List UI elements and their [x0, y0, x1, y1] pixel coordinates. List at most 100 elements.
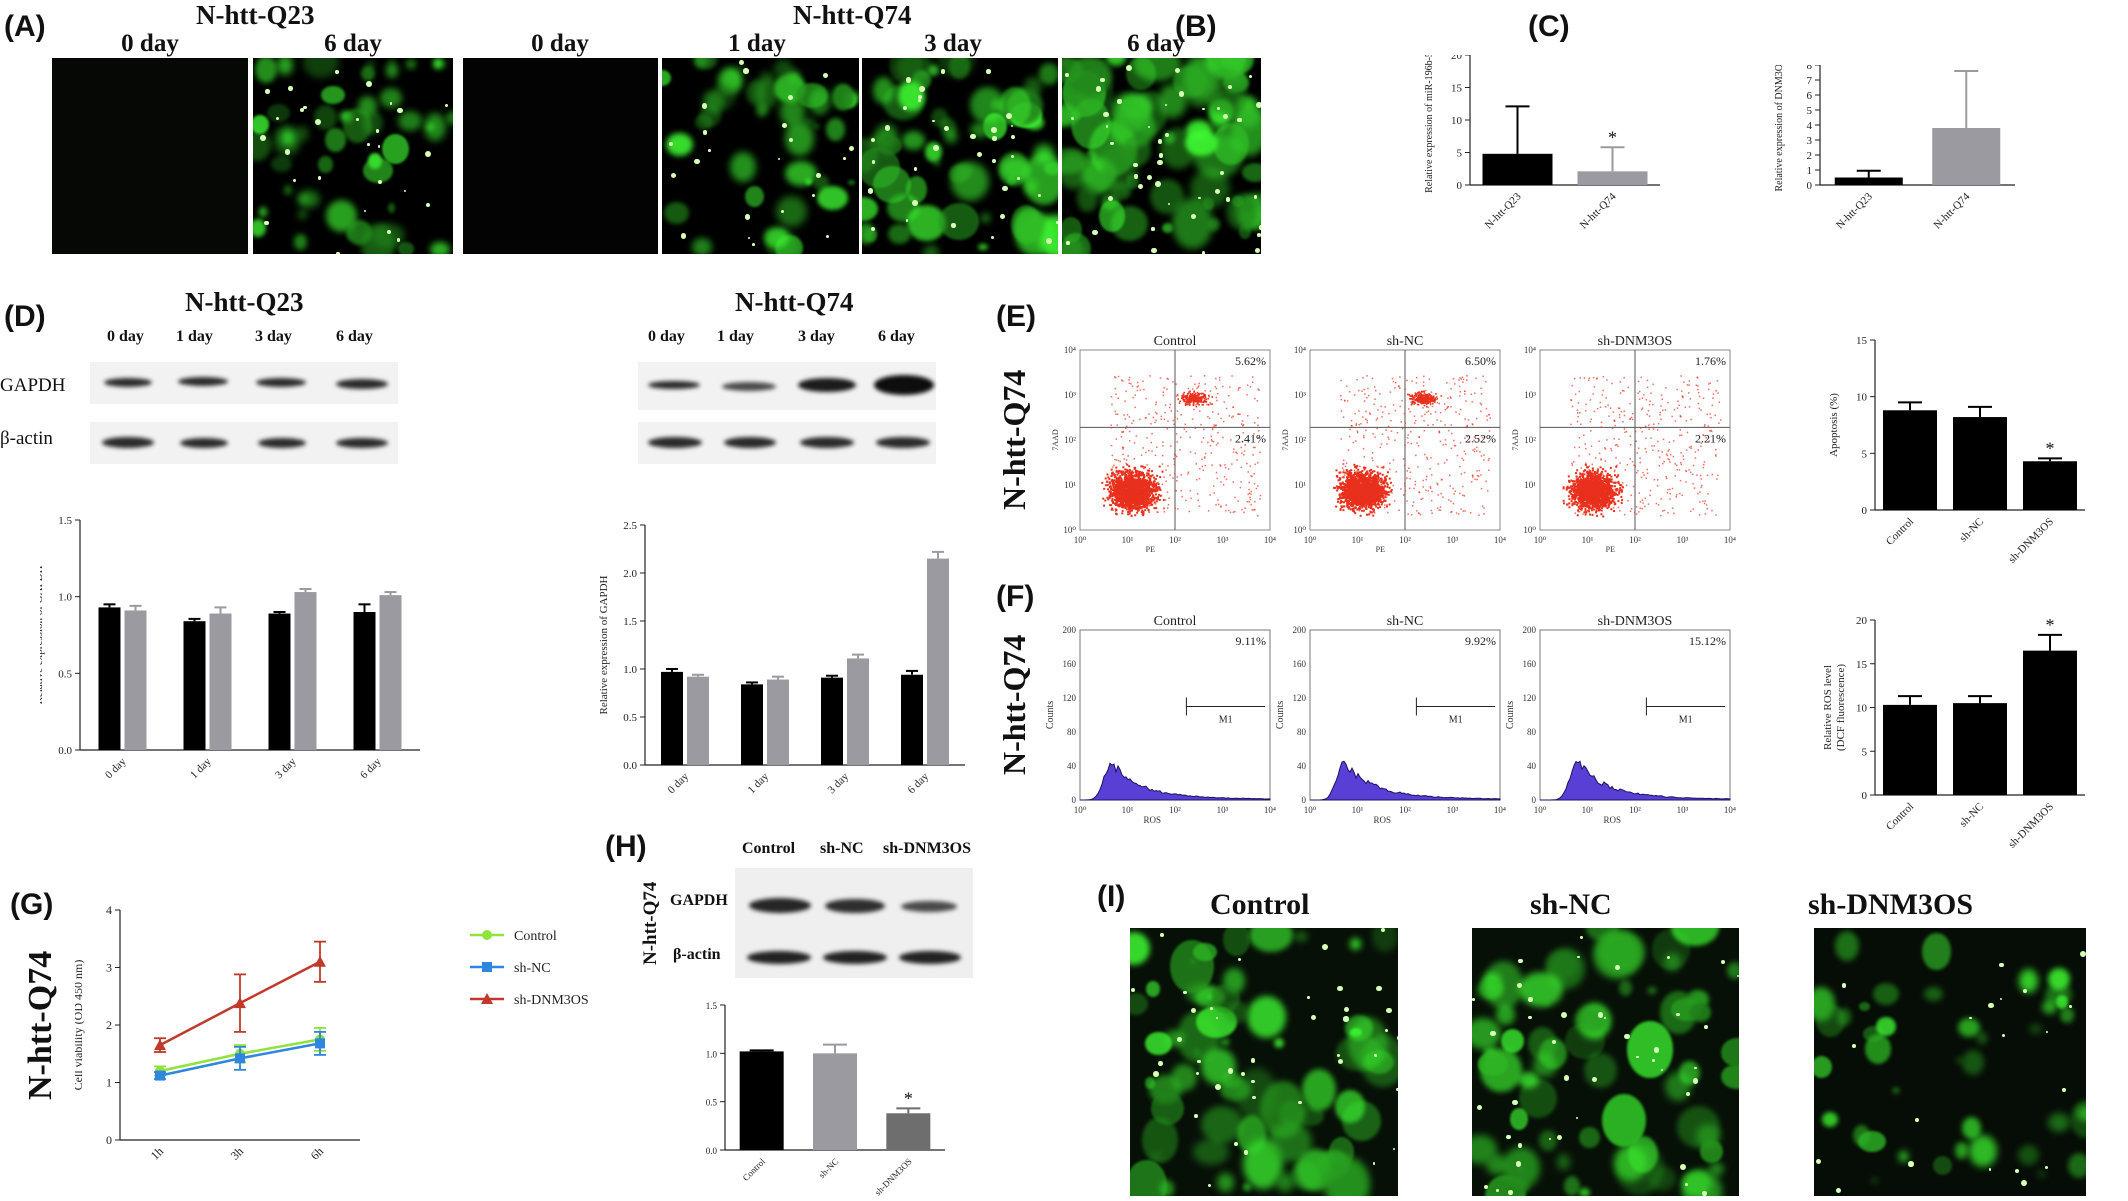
- event-dot: [1110, 468, 1113, 471]
- event-dot: [1132, 487, 1135, 490]
- event-dot: [1368, 492, 1371, 495]
- panel-label-e: (E): [996, 300, 1036, 333]
- event-dot: [1335, 469, 1338, 472]
- event-dot: [1385, 429, 1387, 431]
- event-dot: [1348, 435, 1351, 438]
- event-dot: [1476, 474, 1479, 477]
- event-dot: [1259, 494, 1262, 497]
- event-dot: [1122, 473, 1125, 476]
- event-dot: [1130, 383, 1132, 385]
- event-dot: [1440, 420, 1442, 422]
- event-dot: [1121, 496, 1124, 499]
- panel-label-d: (D): [4, 300, 46, 333]
- event-dot: [1130, 514, 1133, 517]
- event-dot: [1488, 413, 1490, 416]
- cell-blob: [887, 224, 911, 244]
- event-dot: [1115, 485, 1118, 488]
- event-dot: [1427, 406, 1430, 409]
- event-dot: [1142, 498, 1145, 501]
- event-dot: [1131, 478, 1134, 481]
- event-dot: [1211, 403, 1213, 405]
- event-dot: [1399, 376, 1401, 378]
- event-dot: [1126, 500, 1128, 502]
- event-dot: [1370, 491, 1373, 494]
- event-dot: [1246, 384, 1249, 386]
- event-dot: [1450, 447, 1453, 450]
- event-dot: [1415, 454, 1417, 457]
- event-dot: [1147, 490, 1150, 493]
- event-dot: [1107, 498, 1110, 501]
- bright-dot: [1002, 185, 1009, 192]
- event-dot: [1199, 396, 1202, 398]
- event-dot: [1349, 428, 1351, 431]
- bright-dot: [1133, 174, 1139, 180]
- event-dot: [1392, 484, 1395, 487]
- x-tick-label: N-htt-Q74: [1578, 190, 1619, 231]
- event-dot: [1217, 431, 1219, 434]
- event-dot: [1116, 487, 1119, 490]
- event-dot: [1196, 394, 1198, 397]
- event-dot: [1255, 487, 1258, 490]
- event-dot: [1132, 495, 1135, 498]
- event-dot: [1120, 486, 1123, 489]
- event-dot: [1142, 488, 1145, 491]
- event-dot: [1365, 489, 1368, 492]
- bright-dot: [788, 137, 793, 142]
- event-dot: [1125, 484, 1128, 487]
- bright-dot: [367, 143, 371, 146]
- event-dot: [1187, 473, 1189, 475]
- event-dot: [1123, 478, 1126, 481]
- y-tick-label: 2: [1807, 150, 1813, 162]
- event-dot: [1147, 481, 1150, 484]
- event-dot: [1192, 397, 1195, 400]
- event-dot: [1366, 514, 1369, 516]
- event-dot: [1361, 486, 1364, 489]
- event-dot: [1113, 499, 1116, 502]
- event-dot: [1119, 492, 1122, 495]
- event-dot: [1193, 408, 1195, 411]
- x-tick-label: N-htt-Q23: [1834, 190, 1875, 231]
- event-dot: [1204, 464, 1207, 467]
- event-dot: [1108, 477, 1111, 480]
- bright-dot: [1017, 177, 1021, 181]
- bright-dot: [377, 145, 381, 148]
- event-dot: [1406, 437, 1409, 439]
- event-dot: [1339, 486, 1342, 489]
- event-dot: [1110, 395, 1113, 398]
- event-dot: [1380, 466, 1383, 469]
- cell-blob: [763, 227, 790, 248]
- event-dot: [1217, 499, 1219, 501]
- event-dot: [1153, 485, 1156, 488]
- event-dot: [1346, 472, 1349, 475]
- event-dot: [1339, 484, 1342, 487]
- event-dot: [1385, 482, 1388, 485]
- event-dot: [1462, 459, 1465, 461]
- event-dot: [1124, 400, 1126, 402]
- cell-blob: [1100, 167, 1116, 183]
- event-dot: [1152, 416, 1155, 419]
- event-dot: [1148, 449, 1150, 452]
- event-dot: [1470, 481, 1473, 483]
- event-dot: [1165, 480, 1167, 483]
- cell-blob: [426, 124, 435, 130]
- event-dot: [1117, 375, 1120, 378]
- event-dot: [1144, 501, 1147, 504]
- event-dot: [1390, 430, 1393, 432]
- event-dot: [1436, 419, 1438, 421]
- event-dot: [1193, 399, 1195, 401]
- event-dot: [1427, 490, 1430, 492]
- event-dot: [1142, 503, 1145, 506]
- event-dot: [1204, 390, 1206, 392]
- event-dot: [1239, 486, 1242, 489]
- event-dot: [1151, 432, 1153, 435]
- bright-dot: [1256, 101, 1261, 108]
- event-dot: [1107, 476, 1110, 479]
- event-dot: [1358, 478, 1361, 481]
- event-dot: [1117, 480, 1120, 482]
- event-dot: [1368, 495, 1371, 498]
- event-dot: [1425, 403, 1428, 406]
- event-dot: [1381, 494, 1384, 497]
- event-dot: [1252, 454, 1254, 456]
- event-dot: [1360, 473, 1363, 476]
- event-dot: [1428, 401, 1430, 403]
